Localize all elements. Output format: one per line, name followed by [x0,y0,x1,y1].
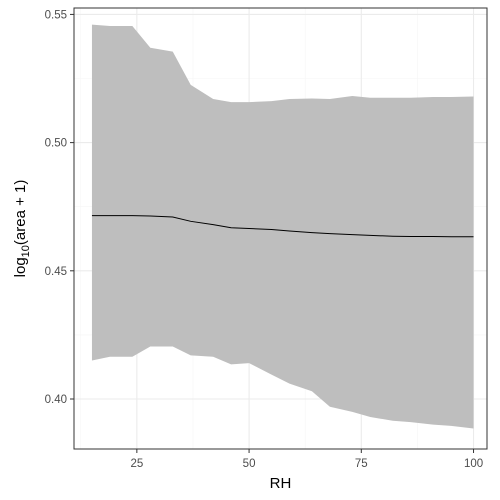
y-axis-title-subscript: 10 [20,245,32,257]
y-axis-title-argument: (area + 1) [12,180,29,245]
y-axis-ticks: 0.40 0.45 0.50 0.55 [45,9,74,406]
x-tick-label: 50 [243,458,256,470]
y-axis-title-prefix: log [12,257,29,277]
panel-border [73,7,488,450]
x-tick-label: 75 [355,458,368,470]
y-tick-label: 0.45 [45,266,67,278]
confidence-ribbon [91,24,474,429]
x-tick-label: 25 [130,458,143,470]
x-axis-ticks: 25 50 75 100 [130,449,483,470]
x-tick-label: 100 [464,458,483,470]
y-tick-label: 0.40 [45,394,67,406]
y-tick-label: 0.55 [45,9,67,21]
x-axis-title: RH [270,475,292,492]
y-tick-label: 0.50 [45,138,67,150]
y-axis-title: log10(area + 1) [12,180,32,278]
trend-line [91,215,474,238]
